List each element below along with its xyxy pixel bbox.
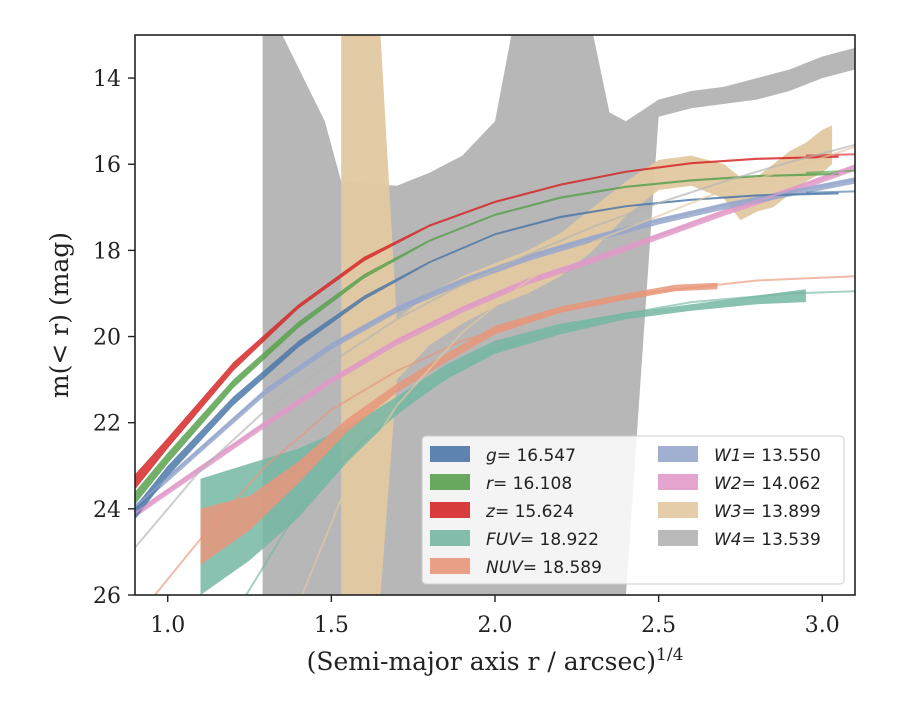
legend-series-name: FUV — [486, 530, 521, 550]
legend-swatch-w2 — [658, 474, 698, 490]
band-w3 — [341, 35, 833, 595]
band-w4 — [262, 35, 855, 595]
legend-series-name: z — [485, 502, 496, 522]
model-line-fuv — [245, 290, 855, 595]
legend-label-w4: W4= 13.539 — [714, 530, 821, 550]
legend-series-value: = 16.108 — [493, 474, 572, 494]
legend-swatch-nuv — [430, 558, 470, 574]
x-tick-label: 3.0 — [805, 613, 840, 638]
legend-swatch-r — [430, 474, 470, 490]
legend-series-value: = 18.589 — [523, 558, 602, 578]
model-line-nuv — [153, 275, 855, 595]
x-axis-label: (Semi-major axis r / arcsec)1/4 — [307, 645, 684, 676]
y-tick-label: 14 — [93, 67, 121, 92]
legend-swatch-fuv — [430, 530, 470, 546]
x-tick-label: 1.0 — [150, 613, 185, 638]
legend-series-value: = 15.624 — [495, 502, 574, 522]
y-tick-label: 24 — [93, 498, 121, 523]
legend-swatch-w3 — [658, 502, 698, 518]
legend-series-value: = 13.550 — [742, 446, 821, 466]
model-line-w2 — [135, 165, 855, 515]
ticks-layer: 1.0 1.5 2.0 2.5 3.0 14 16 18 20 22 24 26 — [93, 67, 840, 638]
x-tick-label: 1.5 — [314, 613, 349, 638]
legend-series-value: = 14.062 — [742, 474, 821, 494]
x-axis-label-text: (Semi-major axis r / arcsec) — [307, 647, 656, 676]
legend-box — [421, 435, 845, 585]
x-tick-label: 2.5 — [641, 613, 676, 638]
legend-label-w2: W2= 14.062 — [714, 474, 821, 494]
model-line-r — [805, 169, 855, 174]
legend-series-name: r — [486, 474, 494, 494]
legend-series-value: = 18.922 — [520, 530, 599, 550]
y-tick-label: 20 — [93, 326, 121, 351]
model-lines-layer — [135, 143, 855, 595]
legend-series-value: = 16.547 — [497, 446, 576, 466]
legend-series-value: = 13.539 — [742, 530, 821, 550]
legend-series-name: W2 — [714, 474, 742, 494]
legend-series-name: NUV — [486, 558, 524, 578]
legend-label-w3: W3= 13.899 — [714, 502, 821, 522]
y-tick-label: 26 — [93, 584, 121, 609]
legend-swatch-g — [430, 446, 470, 462]
y-tick-label: 22 — [93, 412, 121, 437]
x-tick-label: 2.0 — [478, 613, 513, 638]
legend-label-g: g= 16.547 — [486, 446, 576, 466]
legend-label-z: z= 15.624 — [485, 502, 574, 522]
legend-series-name: W3 — [714, 502, 742, 522]
legend-series-name: W4 — [714, 530, 742, 550]
model-line-g — [805, 190, 855, 194]
model-line-w4 — [135, 143, 855, 549]
legend-swatch-z — [430, 502, 470, 518]
x-axis-label-exponent: 1/4 — [656, 645, 683, 665]
y-tick-label: 18 — [93, 239, 121, 264]
legend-label-w1: W1= 13.550 — [714, 446, 821, 466]
legend-label-r: r= 16.108 — [486, 474, 572, 494]
legend-series-name: g — [486, 446, 497, 466]
model-line-w3 — [301, 146, 855, 595]
y-tick-label: 16 — [93, 153, 121, 178]
legend-label-fuv: FUV= 18.922 — [486, 530, 599, 550]
legend-series-name: W1 — [714, 446, 742, 466]
legend-label-nuv: NUV= 18.589 — [486, 558, 602, 578]
y-axis-label: m(< r) (mag) — [45, 232, 74, 398]
legend-swatch-w4 — [658, 530, 698, 546]
legend-series-value: = 13.899 — [742, 502, 821, 522]
bands-layer — [135, 35, 855, 595]
legend-swatch-w1 — [658, 446, 698, 462]
